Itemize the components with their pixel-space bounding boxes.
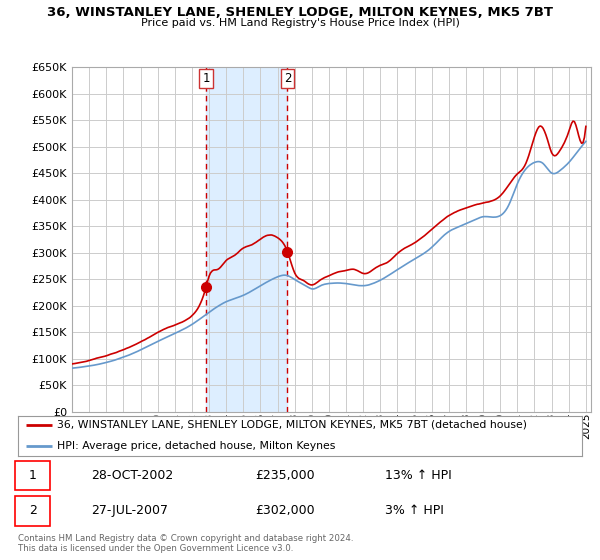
FancyBboxPatch shape	[15, 461, 50, 491]
FancyBboxPatch shape	[15, 496, 50, 526]
Text: Price paid vs. HM Land Registry's House Price Index (HPI): Price paid vs. HM Land Registry's House …	[140, 18, 460, 28]
Bar	[206, 67, 287, 412]
Text: 13% ↑ HPI: 13% ↑ HPI	[385, 469, 451, 482]
Text: Contains HM Land Registry data © Crown copyright and database right 2024.
This d: Contains HM Land Registry data © Crown c…	[18, 534, 353, 553]
Text: 2: 2	[284, 72, 291, 85]
Text: £235,000: £235,000	[255, 469, 314, 482]
Text: 3% ↑ HPI: 3% ↑ HPI	[385, 504, 443, 517]
Text: 2: 2	[29, 504, 37, 517]
Text: HPI: Average price, detached house, Milton Keynes: HPI: Average price, detached house, Milt…	[58, 441, 336, 451]
Text: 1: 1	[29, 469, 37, 482]
Text: 27-JUL-2007: 27-JUL-2007	[91, 504, 169, 517]
Text: 36, WINSTANLEY LANE, SHENLEY LODGE, MILTON KEYNES, MK5 7BT (detached house): 36, WINSTANLEY LANE, SHENLEY LODGE, MILT…	[58, 420, 527, 430]
Text: 1: 1	[202, 72, 210, 85]
Text: 36, WINSTANLEY LANE, SHENLEY LODGE, MILTON KEYNES, MK5 7BT: 36, WINSTANLEY LANE, SHENLEY LODGE, MILT…	[47, 6, 553, 18]
Text: £302,000: £302,000	[255, 504, 314, 517]
Text: 28-OCT-2002: 28-OCT-2002	[91, 469, 173, 482]
